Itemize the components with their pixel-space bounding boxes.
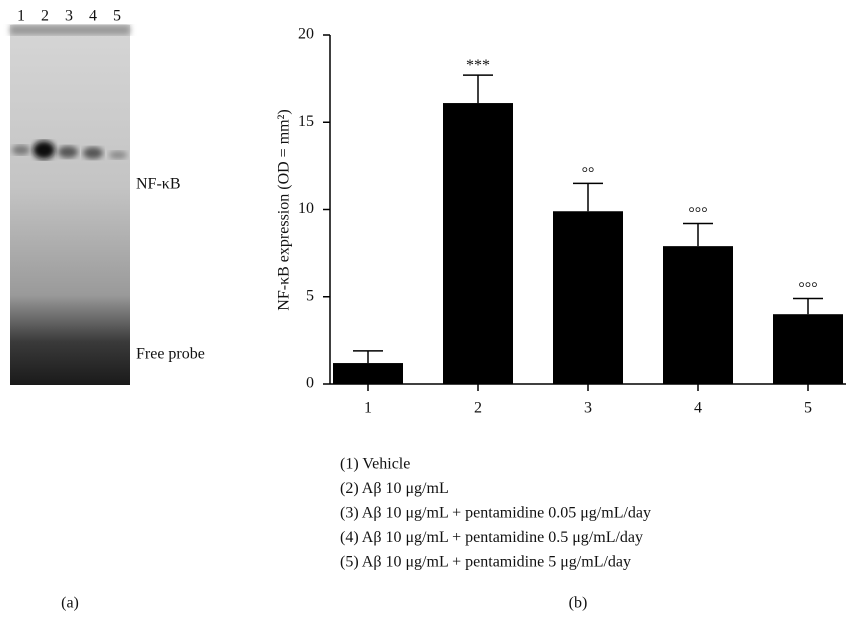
y-axis-label: NF-κB expression (OD = mm²) <box>276 109 293 310</box>
panel-label: (a) <box>61 595 79 612</box>
y-tick-label: 5 <box>306 287 314 304</box>
legend-note: (3) Aβ 10 μg/mL + pentamidine 0.05 μg/mL… <box>340 505 651 522</box>
legend-note: (4) Aβ 10 μg/mL + pentamidine 0.5 μg/mL/… <box>340 529 643 546</box>
y-tick-label: 10 <box>298 200 314 217</box>
x-tick-label: 3 <box>584 400 592 417</box>
y-tick-label: 15 <box>298 113 314 130</box>
legend-note: (2) Aβ 10 μg/mL <box>340 480 449 497</box>
y-tick-label: 0 <box>306 375 314 392</box>
lane-label: 4 <box>89 8 97 25</box>
significance-label: °°° <box>798 280 817 297</box>
bar <box>443 103 513 384</box>
x-tick-label: 1 <box>364 400 372 417</box>
significance-label: *** <box>466 57 490 74</box>
bar <box>553 211 623 384</box>
lane-label: 2 <box>41 8 49 25</box>
significance-label: °° <box>582 165 595 182</box>
panel-label: (b) <box>569 595 588 612</box>
gel-band <box>109 151 127 159</box>
gel-band <box>12 145 30 155</box>
x-tick-label: 2 <box>474 400 482 417</box>
bar <box>773 314 843 384</box>
significance-label: °°° <box>688 205 707 222</box>
bar <box>333 363 403 384</box>
bar <box>663 246 733 384</box>
gel-band <box>33 141 55 159</box>
gel-well <box>10 25 130 35</box>
lane-label: 5 <box>113 8 121 25</box>
gel-background <box>10 25 130 385</box>
x-tick-label: 4 <box>694 400 702 417</box>
gel-band <box>83 147 103 159</box>
lane-label: 3 <box>65 8 73 25</box>
legend-note: (5) Aβ 10 μg/mL + pentamidine 5 μg/mL/da… <box>340 554 631 571</box>
gel-band <box>58 146 78 158</box>
band-label: NF-κB <box>136 176 181 193</box>
legend-note: (1) Vehicle <box>340 456 410 473</box>
band-label: Free probe <box>136 346 205 363</box>
y-tick-label: 20 <box>298 26 314 43</box>
lane-label: 1 <box>17 8 25 25</box>
figure: NF-κB Free probe (a) (b) NF-κB expressio… <box>0 0 849 619</box>
gel-image <box>10 25 130 385</box>
x-tick-label: 5 <box>804 400 812 417</box>
